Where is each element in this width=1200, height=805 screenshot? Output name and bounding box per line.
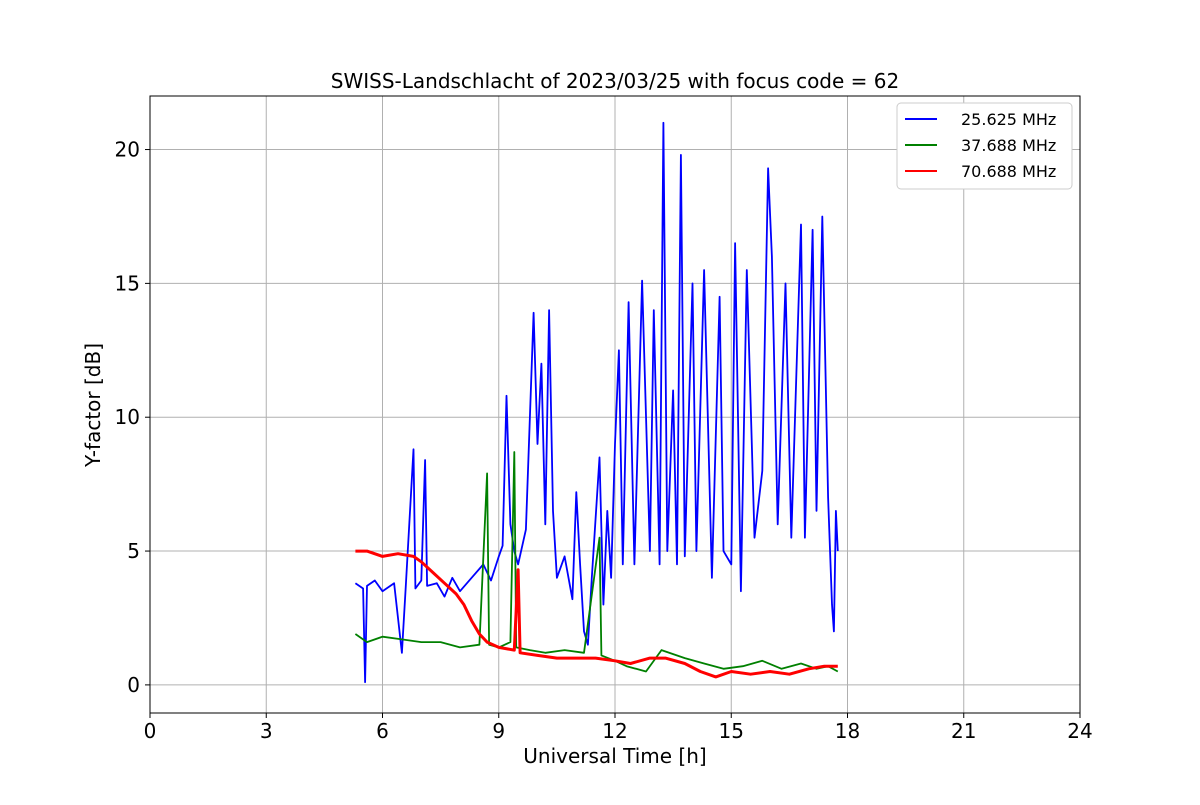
x-tick-label: 12 bbox=[602, 719, 627, 743]
y-tick-label: 5 bbox=[127, 539, 140, 563]
legend-entry-label: 70.688 MHz bbox=[961, 162, 1056, 181]
y-tick-label: 15 bbox=[115, 271, 140, 295]
x-tick-label: 21 bbox=[951, 719, 976, 743]
y-tick-label: 20 bbox=[115, 138, 140, 162]
legend-entry-label: 25.625 MHz bbox=[961, 110, 1056, 129]
ticks: 0 3 6 9 12 15 18 21 24 0 5 10 15 20 bbox=[115, 138, 1093, 743]
x-tick-label: 6 bbox=[376, 719, 389, 743]
series-line-70-688-mhz bbox=[355, 549, 838, 679]
legend-box bbox=[896, 102, 1073, 190]
y-axis-label: Y-factor [dB] bbox=[81, 343, 105, 468]
x-axis-label: Universal Time [h] bbox=[523, 744, 706, 768]
x-tick-label: 3 bbox=[260, 719, 273, 743]
y-tick-label: 0 bbox=[127, 673, 140, 697]
x-tick-label: 0 bbox=[144, 719, 157, 743]
x-tick-label: 15 bbox=[719, 719, 744, 743]
x-tick-label: 9 bbox=[492, 719, 505, 743]
legend-entry-label: 37.688 MHz bbox=[961, 136, 1056, 155]
series-line-37-688-mhz bbox=[354, 451, 839, 673]
y-tick-label: 10 bbox=[115, 405, 140, 429]
series-line-25-625-mhz bbox=[354, 121, 839, 684]
x-tick-label: 18 bbox=[835, 719, 860, 743]
x-tick-label: 24 bbox=[1067, 719, 1092, 743]
chart-title: SWISS-Landschlacht of 2023/03/25 with fo… bbox=[331, 69, 899, 93]
legend: 25.625 MHz 37.688 MHz 70.688 MHz bbox=[896, 102, 1073, 190]
series-layer bbox=[354, 121, 839, 684]
